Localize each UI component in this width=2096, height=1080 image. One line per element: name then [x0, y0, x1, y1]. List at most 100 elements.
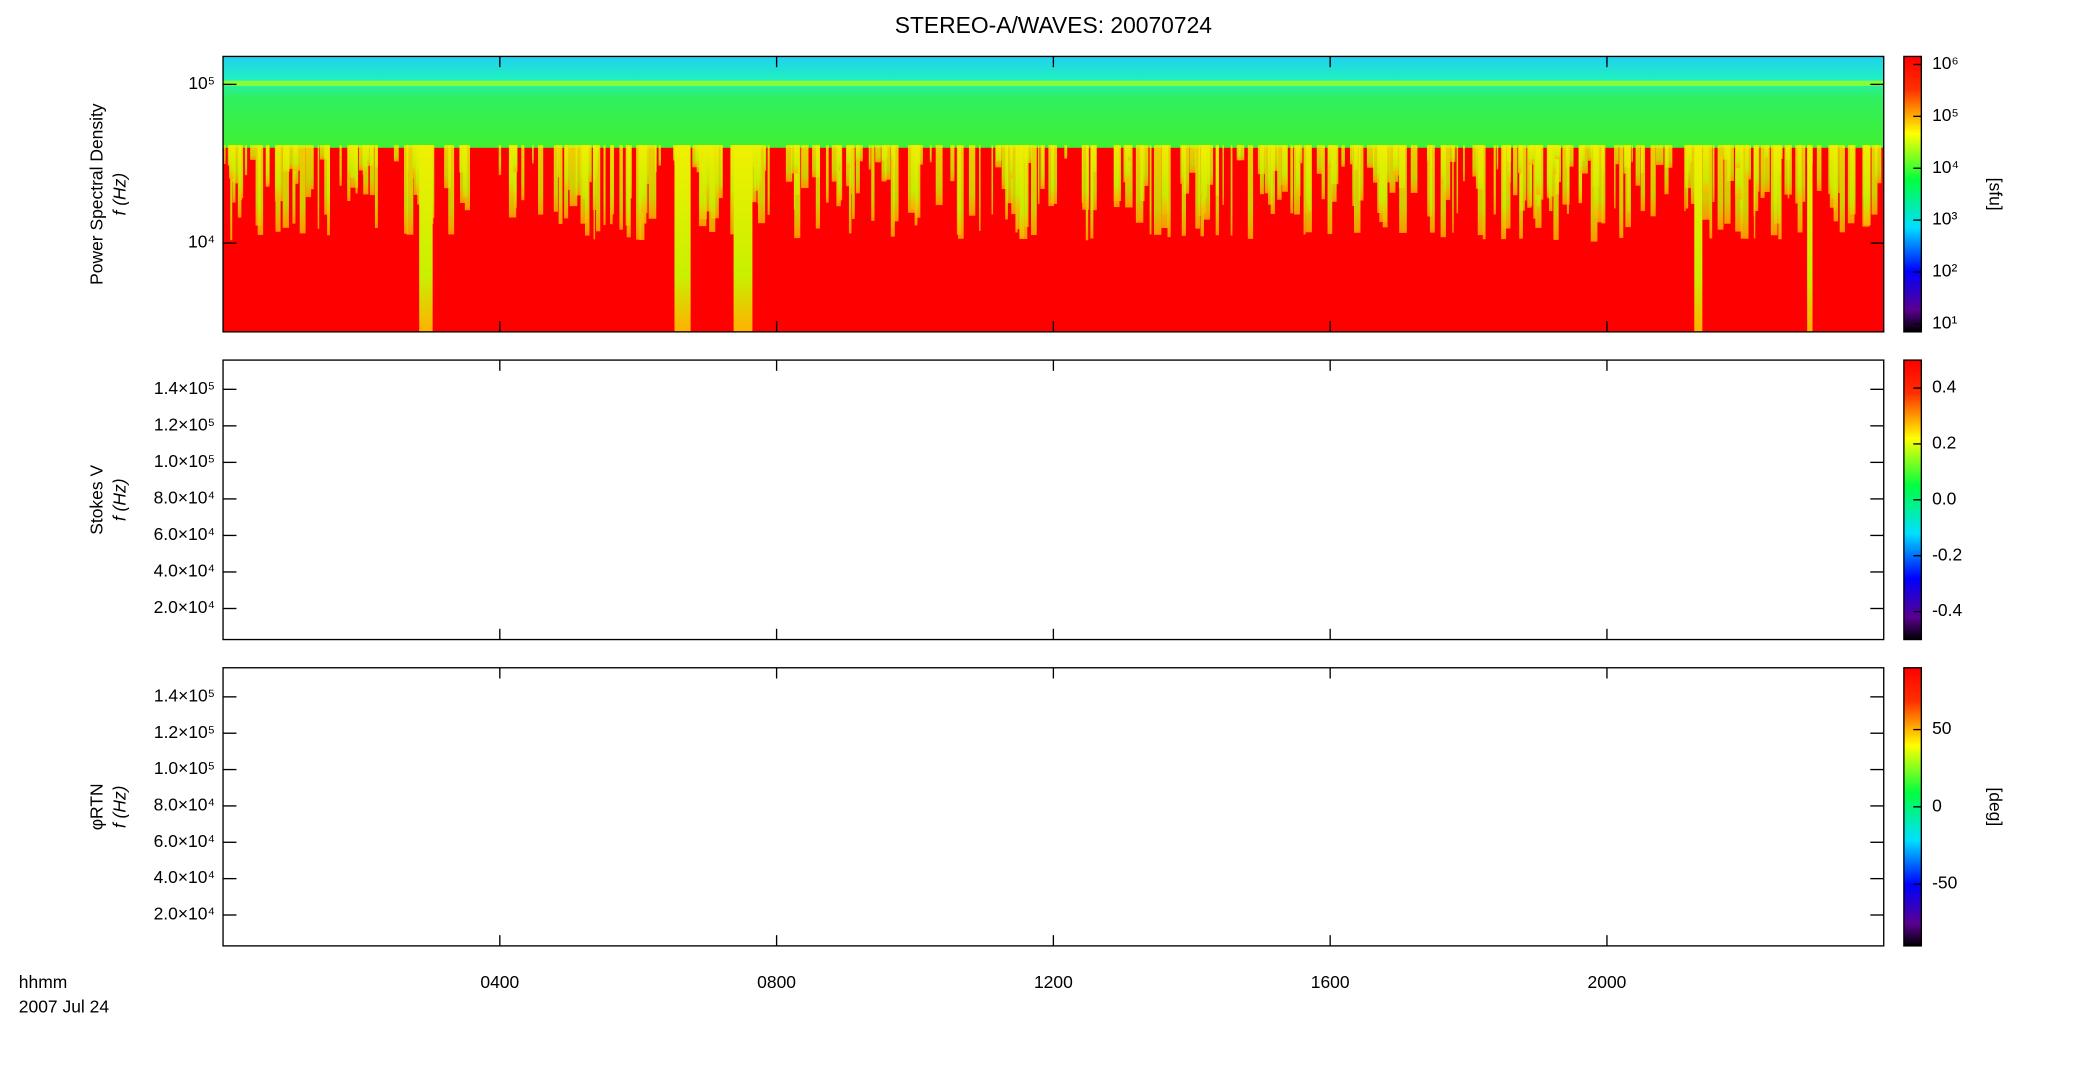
plot-root: STEREO-A/WAVES: 20070724 10⁴ 10⁵ Power Spec… [19, 12, 2005, 1016]
spectrogram-texture [1828, 145, 1832, 195]
spectrogram-texture [619, 145, 623, 230]
spectrogram-texture [538, 145, 544, 215]
spectrogram-texture [498, 145, 502, 175]
spectrogram-texture [881, 145, 887, 182]
spectrogram-texture [1162, 145, 1169, 215]
spectrogram-texture [758, 145, 766, 224]
spectrogram-texture [557, 145, 560, 178]
y-tick-label: 8.0×10⁴ [154, 488, 215, 508]
plot-frame [222, 359, 1885, 641]
spectrogram-texture [763, 145, 767, 171]
spectrogram-texture [1554, 145, 1561, 160]
spectrogram-texture [595, 145, 601, 232]
spectrogram-texture [1298, 145, 1303, 164]
spectrogram-texture [1764, 145, 1769, 162]
spectrogram-texture [1281, 145, 1288, 186]
spectrogram-texture [1735, 145, 1741, 169]
spectrogram-texture [1838, 145, 1840, 194]
spectrogram-texture [1015, 145, 1023, 214]
spectrogram-texture [1383, 145, 1391, 183]
spectrogram-texture [365, 145, 374, 166]
y-tick-label: 1.2×10⁵ [154, 722, 215, 742]
spectrogram-texture [1553, 145, 1559, 240]
spectrogram-texture [1472, 145, 1478, 177]
y-tick-label: 10⁵ [188, 73, 215, 93]
spectrogram-texture [1427, 145, 1433, 217]
spectrogram-texture [648, 145, 657, 219]
colorbar [1903, 55, 1923, 333]
spectrogram-texture [1264, 145, 1271, 194]
spectrogram-texture [1787, 145, 1790, 199]
spectrogram-texture [705, 145, 713, 212]
spectrogram-texture [1496, 145, 1499, 170]
spectrogram-texture [1527, 145, 1532, 208]
spectrogram-texture [1247, 145, 1254, 239]
spectrogram-texture [584, 145, 592, 183]
spectrogram-texture [611, 145, 615, 215]
spectrogram-texture [1760, 145, 1765, 198]
spectrogram-texture [374, 145, 378, 229]
spectrogram-texture [831, 145, 838, 182]
spectrogram-texture [1690, 145, 1698, 204]
spectrogram-texture [1236, 145, 1241, 161]
spectrogram-texture [1686, 145, 1691, 179]
spectrogram-texture [626, 145, 631, 238]
spectrogram-texture [569, 145, 578, 207]
spectrogram-texture [979, 145, 981, 231]
spectrogram-texture [1303, 145, 1306, 235]
colorbar-tick-label: 0.4 [1932, 377, 1957, 397]
spectrogram-texture [444, 145, 451, 189]
spectrogram-texture [915, 145, 921, 218]
spectrogram-texture [767, 145, 770, 215]
chart-title: STEREO-A/WAVES: 20070724 [895, 12, 1213, 38]
spectrogram-texture [1443, 145, 1451, 200]
spectrogram-texture [950, 145, 955, 182]
colorbar-label: [sfu] [1985, 178, 2005, 211]
spectrogram-texture [1379, 145, 1387, 223]
spectrogram-texture [1548, 145, 1553, 212]
y-tick-label: 1.0×10⁵ [154, 758, 215, 778]
spectrogram-texture [1871, 145, 1878, 215]
spectrogram-texture [350, 145, 359, 188]
spectrogram-texture [1580, 145, 1588, 174]
spectrogram-texture [1082, 145, 1090, 210]
spectrogram-texture [1619, 145, 1624, 238]
spectrogram-texture [825, 145, 829, 203]
spectrogram-texture [229, 145, 234, 179]
y-tick-label: 4.0×10⁴ [154, 867, 215, 887]
spectrogram-texture [849, 145, 853, 195]
spectrogram-texture [1562, 145, 1570, 205]
spectrogram-texture [1238, 145, 1245, 161]
spectrogram-texture [509, 145, 516, 198]
spectrogram-texture [855, 145, 860, 194]
spectrogram-texture [1327, 145, 1333, 235]
spectrogram-texture [801, 145, 809, 189]
y-tick-label: 2.0×10⁴ [154, 904, 215, 924]
spectrogram-texture [1631, 145, 1633, 163]
spectrogram-texture [1202, 145, 1211, 220]
spectrogram-texture [1230, 145, 1233, 236]
colorbar-tick-label: -0.2 [1932, 544, 1962, 564]
spectrogram-texture [1001, 145, 1008, 190]
spectrogram-band [223, 56, 1884, 148]
spectrogram-texture [794, 145, 801, 239]
spectrogram-texture [369, 145, 375, 196]
y-axis-label: f (Hz) [110, 173, 130, 216]
x-tick-label: 0400 [480, 972, 519, 992]
spectrogram-texture [1565, 145, 1574, 167]
spectrogram-texture [1816, 145, 1822, 191]
spectrogram-texture [695, 145, 702, 166]
spectrogram-texture [230, 145, 233, 241]
spectrogram-texture [319, 145, 328, 160]
spectrogram-texture [1208, 145, 1214, 185]
spectrogram-texture [1593, 145, 1599, 219]
spectrogram-texture [1037, 145, 1040, 205]
x-tick-label: 0800 [757, 972, 796, 992]
colorbar-tick-label: 10⁵ [1932, 105, 1959, 125]
spectrogram-texture [757, 145, 760, 204]
spectrogram-texture [929, 145, 932, 163]
spectrogram-texture [241, 145, 244, 199]
spectrogram-texture [339, 145, 342, 186]
spectrogram-texture [1113, 145, 1122, 202]
spectrogram-texture [733, 145, 753, 332]
